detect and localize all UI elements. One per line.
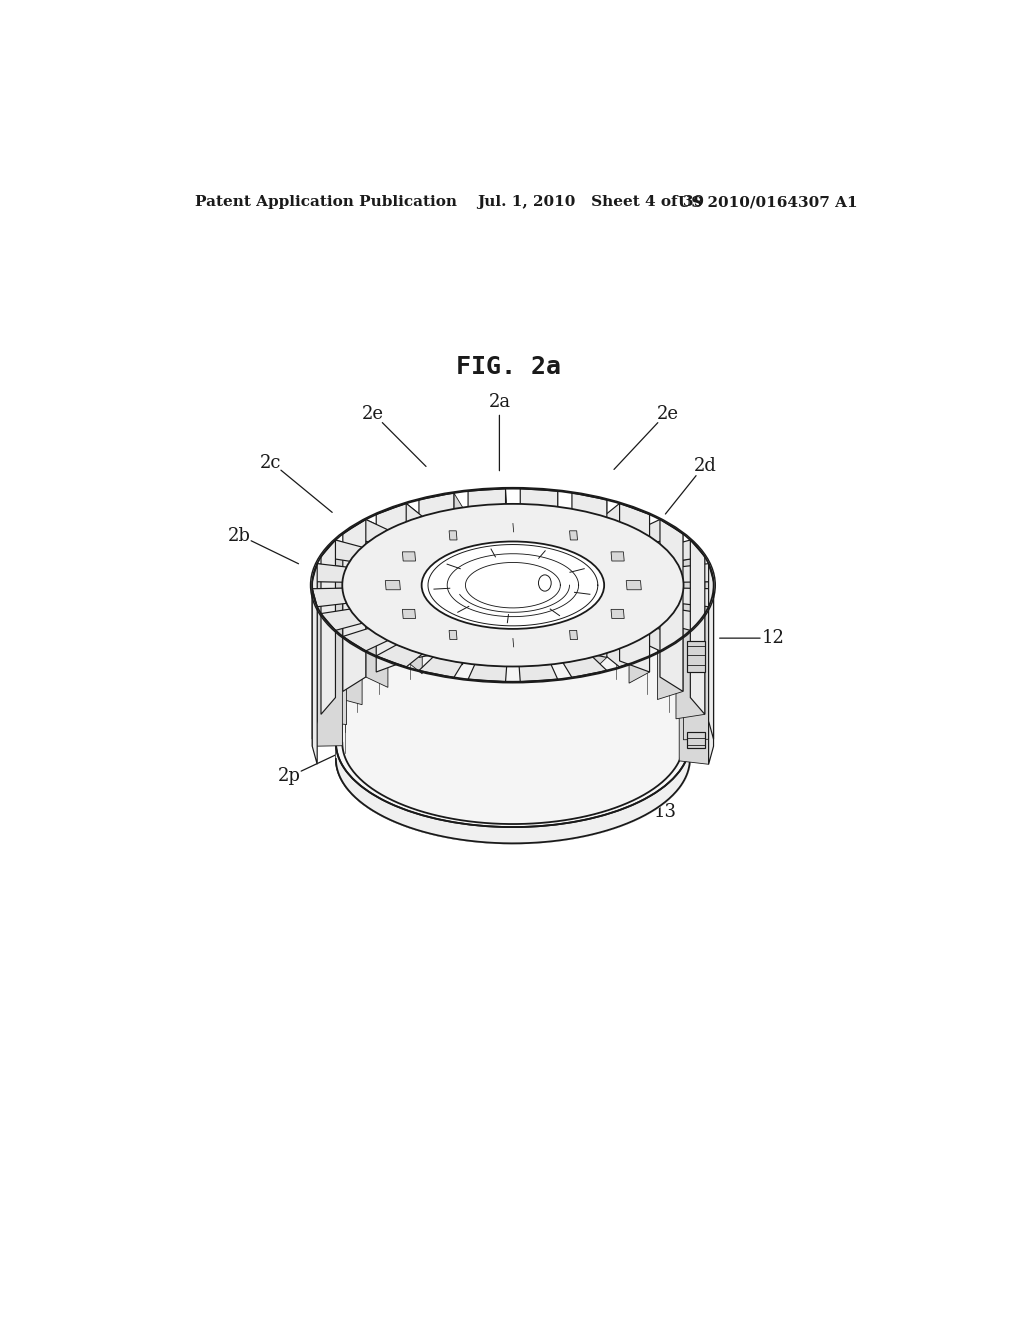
Polygon shape [407, 503, 422, 673]
Text: 13: 13 [653, 803, 677, 821]
Polygon shape [520, 488, 558, 648]
Ellipse shape [422, 541, 604, 628]
Polygon shape [551, 491, 558, 664]
Text: 2a: 2a [488, 393, 511, 412]
Text: FIG. 2a: FIG. 2a [457, 355, 561, 379]
Polygon shape [611, 610, 625, 619]
Text: 2b: 2b [228, 527, 251, 545]
Polygon shape [569, 531, 578, 540]
Ellipse shape [336, 659, 690, 828]
Polygon shape [376, 644, 422, 667]
Polygon shape [690, 540, 705, 714]
Text: 2e: 2e [361, 405, 384, 424]
Text: 2c: 2c [260, 454, 282, 473]
Polygon shape [312, 589, 342, 746]
Polygon shape [679, 603, 709, 764]
Polygon shape [627, 581, 641, 590]
Polygon shape [603, 503, 649, 525]
Polygon shape [709, 589, 714, 764]
Polygon shape [664, 609, 705, 631]
Polygon shape [312, 589, 346, 607]
Polygon shape [629, 515, 649, 684]
Polygon shape [312, 564, 317, 739]
Polygon shape [321, 540, 336, 714]
Polygon shape [343, 520, 366, 692]
Polygon shape [660, 520, 683, 692]
Bar [687, 642, 705, 672]
Polygon shape [321, 540, 362, 561]
Polygon shape [450, 531, 457, 540]
Polygon shape [312, 564, 346, 582]
Polygon shape [343, 628, 388, 651]
Polygon shape [468, 664, 507, 681]
Polygon shape [454, 492, 463, 665]
Polygon shape [683, 582, 714, 739]
Polygon shape [664, 540, 705, 561]
Polygon shape [385, 581, 400, 590]
Bar [687, 731, 705, 748]
Polygon shape [679, 589, 714, 607]
Ellipse shape [336, 675, 690, 843]
Polygon shape [317, 564, 346, 725]
Polygon shape [468, 488, 506, 648]
Polygon shape [638, 628, 683, 651]
Polygon shape [519, 664, 558, 681]
Polygon shape [402, 552, 416, 561]
Text: 2d: 2d [693, 458, 717, 475]
Text: US 2010/0164307 A1: US 2010/0164307 A1 [679, 195, 858, 209]
Text: 2e: 2e [656, 405, 678, 424]
Polygon shape [569, 631, 578, 640]
Text: 30: 30 [472, 797, 495, 816]
Polygon shape [638, 520, 683, 543]
Polygon shape [366, 520, 388, 688]
Text: 2p: 2p [278, 767, 301, 785]
Polygon shape [611, 552, 625, 561]
Polygon shape [419, 492, 454, 657]
Polygon shape [679, 564, 714, 582]
Polygon shape [563, 657, 607, 677]
Ellipse shape [342, 504, 684, 667]
Polygon shape [376, 503, 422, 525]
Polygon shape [657, 533, 683, 700]
Polygon shape [709, 564, 714, 739]
Polygon shape [593, 500, 607, 671]
Polygon shape [402, 610, 416, 619]
Polygon shape [450, 631, 457, 640]
Polygon shape [343, 520, 388, 543]
Polygon shape [376, 503, 407, 672]
Polygon shape [312, 589, 317, 764]
Polygon shape [572, 492, 607, 657]
Polygon shape [506, 488, 507, 661]
Text: Jul. 1, 2010   Sheet 4 of 39: Jul. 1, 2010 Sheet 4 of 39 [477, 195, 705, 209]
Polygon shape [620, 503, 649, 672]
Polygon shape [676, 557, 705, 719]
Polygon shape [321, 609, 362, 631]
Text: Patent Application Publication: Patent Application Publication [196, 195, 458, 209]
Text: 12: 12 [762, 630, 784, 647]
Polygon shape [336, 540, 362, 705]
Polygon shape [419, 657, 463, 677]
Polygon shape [603, 644, 649, 667]
